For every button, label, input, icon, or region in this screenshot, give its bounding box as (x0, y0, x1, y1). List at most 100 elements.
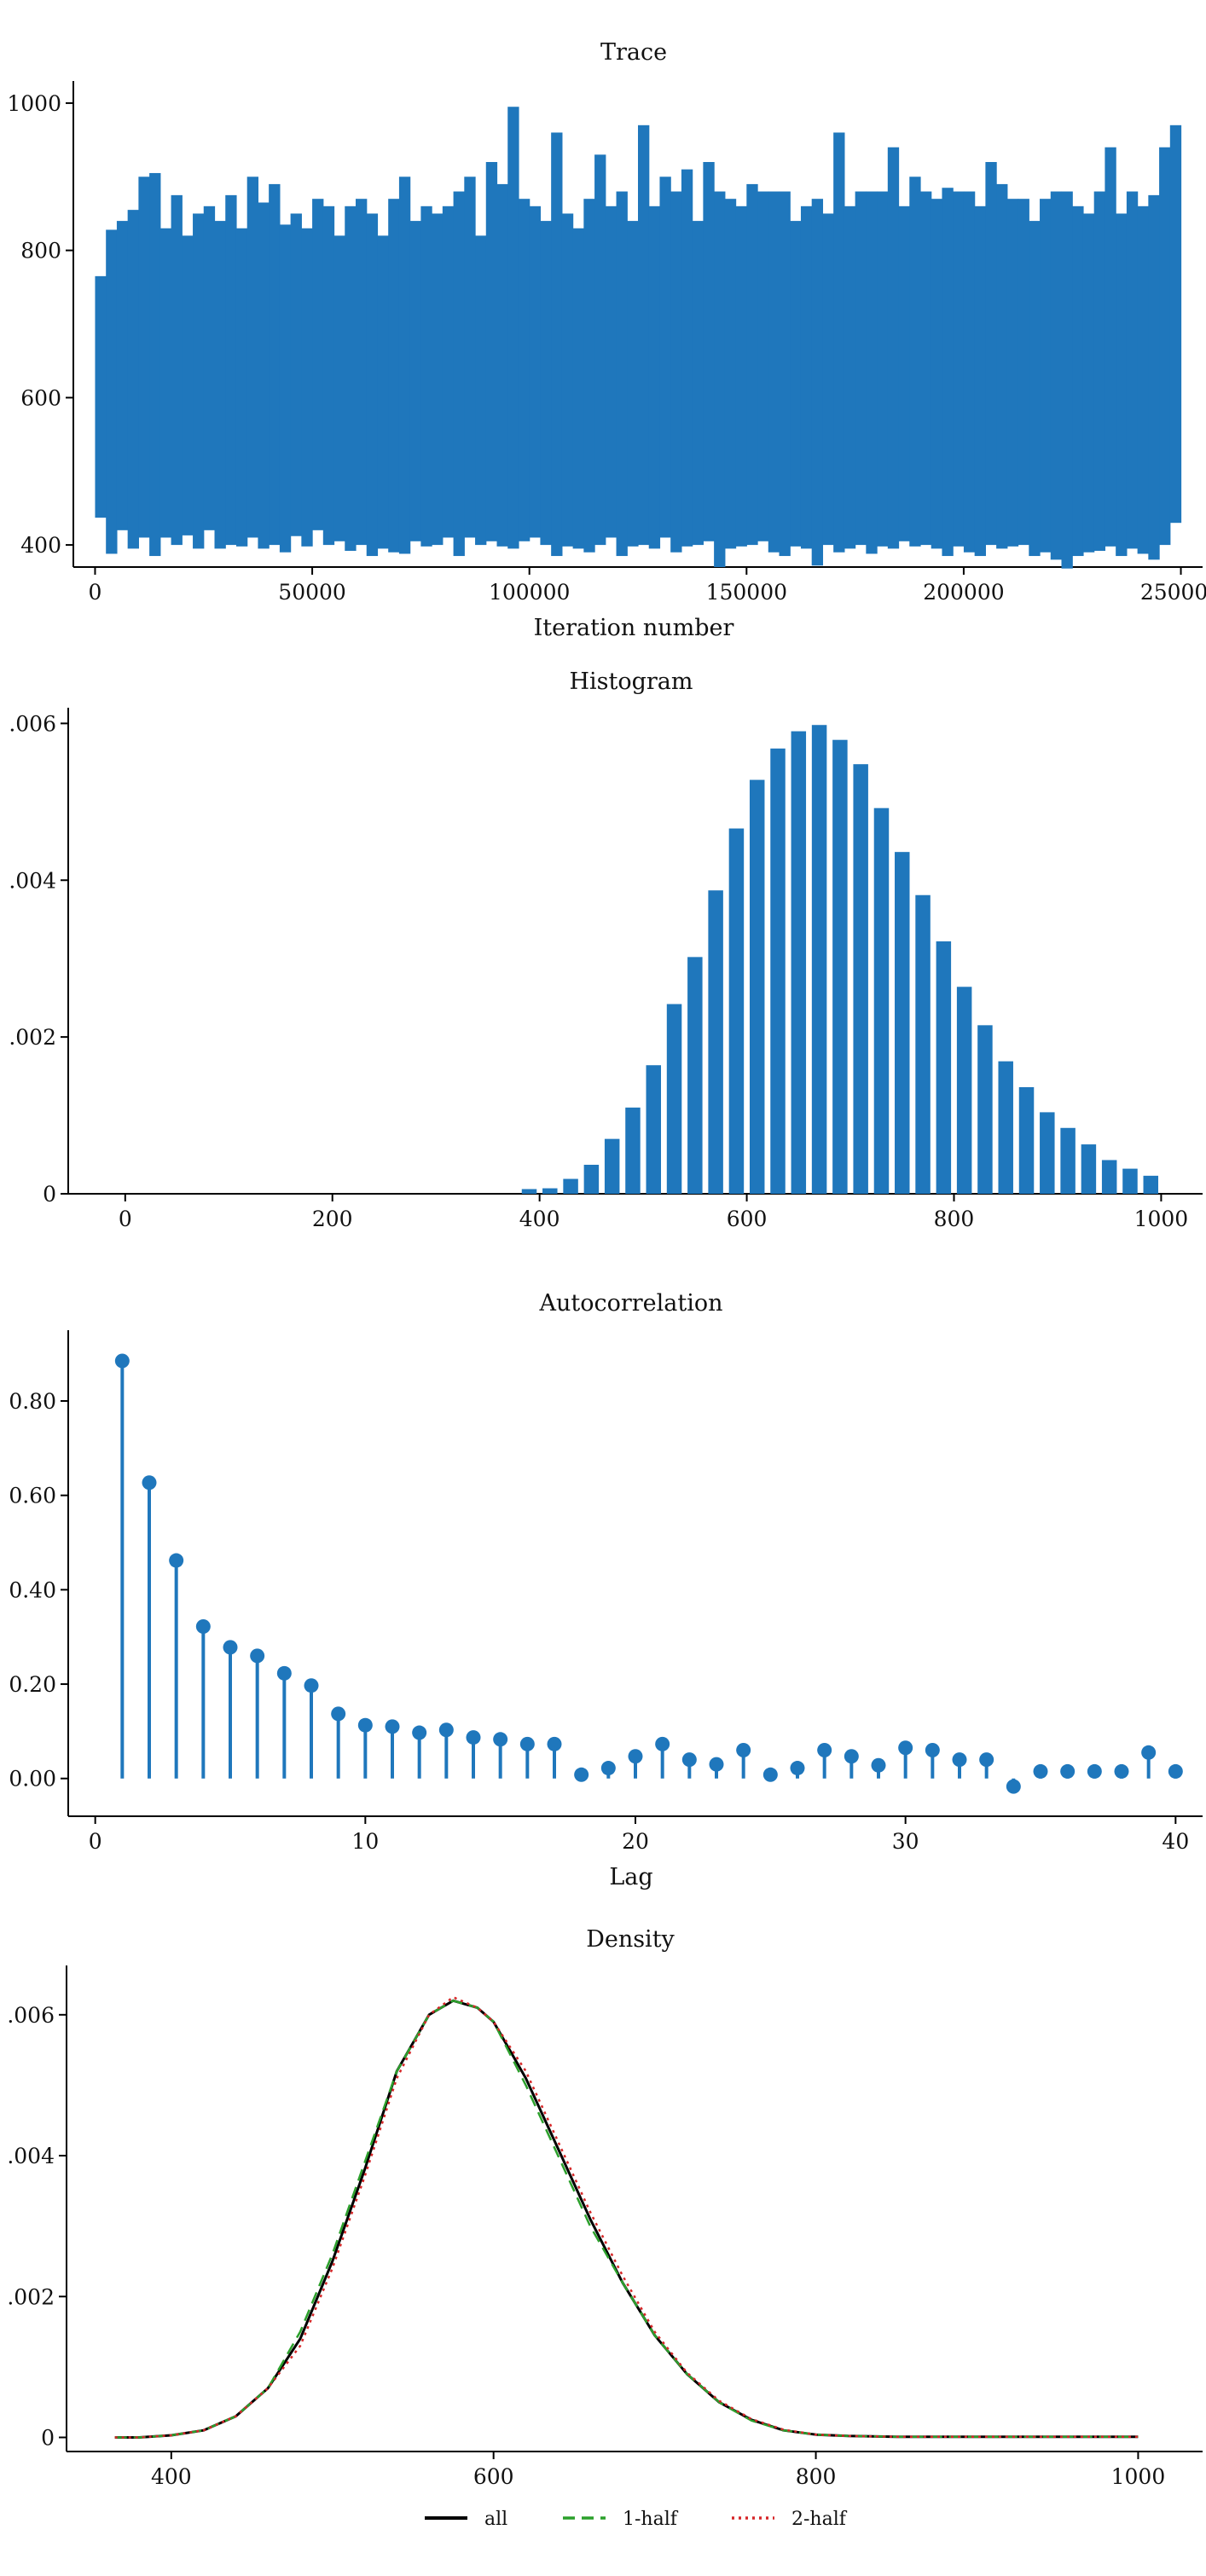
histogram-bar (542, 1188, 558, 1194)
acf-point (817, 1743, 832, 1758)
trace-segment (1148, 194, 1160, 560)
trace-segment (279, 224, 292, 553)
trace-segment (182, 235, 194, 535)
y-tick-label: 0.20 (9, 1672, 56, 1697)
histogram-bar (1143, 1175, 1159, 1194)
histogram-bar (1081, 1144, 1097, 1194)
acf-point (1168, 1763, 1183, 1779)
acf-point (871, 1757, 886, 1773)
acf-point (1006, 1779, 1021, 1794)
trace-segment (475, 235, 487, 546)
trace-segment (1159, 147, 1171, 546)
y-tick-label: 400 (20, 533, 61, 558)
acf-point (114, 1353, 130, 1369)
histogram-bar (791, 731, 807, 1194)
trace-segment (269, 183, 281, 546)
acf-point (1060, 1763, 1076, 1779)
trace-panel: 0 50000 100000 150000 200000 250000 400 600 800 1… (7, 39, 1206, 641)
trace-segment (312, 199, 324, 530)
trace-segment (572, 228, 584, 549)
trace-segment (985, 162, 997, 546)
acf-point (628, 1749, 643, 1764)
trace-segment (963, 191, 976, 553)
x-tick-label: 0 (119, 1207, 132, 1231)
y-tick-label: .004 (9, 868, 56, 893)
trace-segment (1061, 191, 1073, 569)
density-panel: 400 600 800 1000 0 .002 .004 .006 Density all 1-ha… (7, 1926, 1203, 2530)
trace-segment (1116, 213, 1128, 557)
acf-point (547, 1736, 562, 1751)
trace-segment (996, 183, 1008, 549)
trace-segment (627, 221, 639, 547)
trace-segment (398, 177, 411, 554)
trace-segment (258, 202, 270, 549)
chart-title: Autocorrelation (538, 1290, 722, 1317)
x-axis-label: Iteration number (534, 615, 734, 641)
histogram-bar (728, 828, 745, 1194)
trace-segment (356, 199, 368, 546)
trace-segment (746, 183, 758, 546)
trace-segment (442, 206, 455, 538)
trace-segment (529, 206, 542, 538)
x-tick-label: 20 (622, 1829, 649, 1854)
y-tick-label: 800 (20, 239, 61, 263)
trace-segment (518, 199, 531, 541)
histogram-bar (563, 1178, 578, 1194)
trace-segment (616, 191, 628, 557)
histogram-bar (646, 1065, 662, 1194)
acf-point (1114, 1763, 1129, 1779)
acf-point (169, 1553, 184, 1568)
trace-segment (692, 221, 704, 546)
histogram-bar (1122, 1168, 1138, 1194)
acf-point (1033, 1763, 1048, 1779)
trace-segment (659, 177, 671, 538)
x-tick-label: 10 (351, 1829, 379, 1854)
histogram-bar (873, 808, 890, 1194)
chart-title: Histogram (569, 669, 693, 695)
trace-segment (159, 228, 172, 538)
acf-point (1141, 1745, 1157, 1760)
trace-segment (540, 221, 552, 546)
acf-point (223, 1640, 238, 1655)
acf-point (493, 1732, 508, 1747)
histogram-bar (625, 1107, 641, 1194)
trace-segment (735, 206, 747, 547)
trace-segment (193, 213, 205, 549)
trace-segment (149, 172, 161, 557)
trace-segment (953, 191, 965, 547)
y-tick-label: .006 (9, 711, 56, 736)
histogram-bar (977, 1025, 993, 1194)
x-tick-label: 250000 (1140, 580, 1206, 605)
trace-segment (409, 221, 421, 541)
autocorrelation-panel: 0 10 20 30 40 0.00 0.20 0.40 0.60 0.80 Autocorrela… (9, 1290, 1203, 1890)
trace-segment (931, 199, 943, 549)
histogram-bar (1040, 1112, 1055, 1194)
histogram-bar (915, 894, 931, 1194)
acf-point (195, 1619, 211, 1635)
acf-point (655, 1736, 670, 1751)
trace-segment (670, 191, 682, 553)
trace-segment (496, 183, 508, 547)
trace-segment (485, 162, 498, 541)
y-tick-label: 0.40 (9, 1577, 56, 1602)
trace-segment (1040, 199, 1052, 553)
x-tick-label: 1000 (1111, 2464, 1166, 2489)
trace-segment (877, 191, 889, 547)
trace-segment (432, 213, 444, 546)
y-tick-label: 0 (43, 1182, 56, 1207)
trace-segment (844, 206, 856, 549)
x-tick-label: 0 (89, 1829, 102, 1854)
acf-point (600, 1761, 616, 1776)
trace-segment (768, 191, 780, 553)
trace-segment (1105, 147, 1116, 547)
trace-segment (681, 169, 693, 547)
x-tick-label: 30 (892, 1829, 919, 1854)
acf-point (438, 1722, 454, 1738)
y-tick-label: 600 (20, 385, 61, 410)
trace-segment (290, 213, 302, 536)
histogram-bar (998, 1061, 1013, 1194)
acf-point (276, 1665, 292, 1681)
acf-point (142, 1475, 157, 1491)
density-line-1-half (114, 2000, 1139, 2439)
